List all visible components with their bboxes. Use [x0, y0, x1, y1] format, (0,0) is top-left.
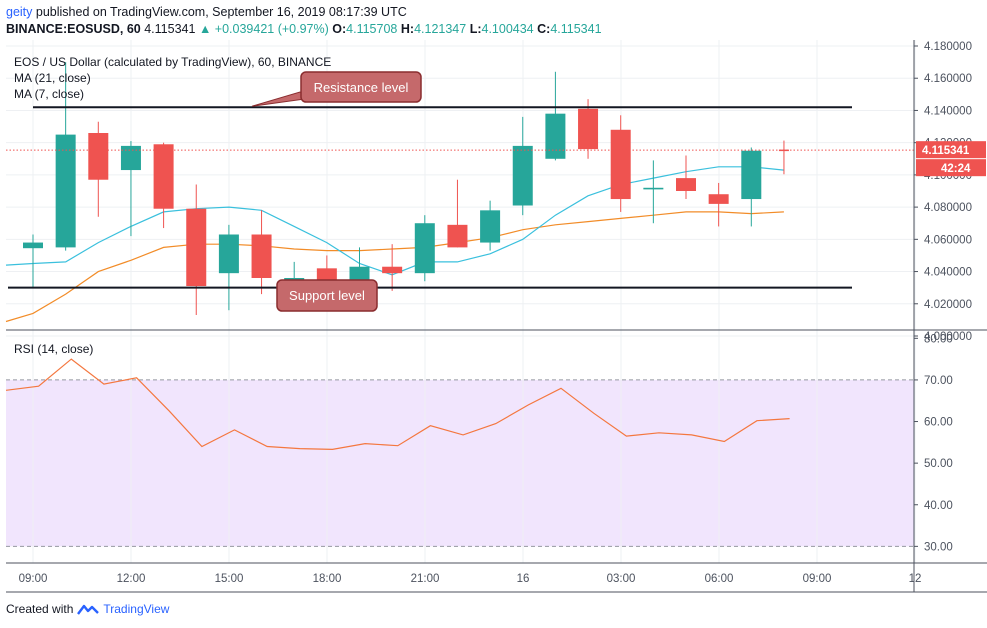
support-callout-box[interactable] [276, 279, 378, 312]
last-price-tag-text: 4.115341 [922, 145, 970, 157]
price-change: +0.039421 (+0.97%) [214, 22, 329, 36]
bullish-candle [480, 210, 501, 243]
rsi-tick-label: 40.00 [924, 500, 953, 512]
bullish-candle [414, 223, 435, 274]
ma21-line [5, 211, 784, 323]
price-tick-label: 4.020000 [924, 299, 972, 311]
up-arrow-icon: ▲ [198, 22, 212, 36]
bullish-candle [120, 145, 141, 171]
time-tick-label: 09:00 [19, 573, 48, 585]
time-tick-label: 06:00 [705, 573, 734, 585]
price-tick-label: 4.140000 [924, 105, 972, 117]
time-tick-label: 18:00 [313, 573, 342, 585]
support-callout-label: Support level [289, 288, 365, 303]
bearish-candle [708, 194, 729, 204]
close-label: C: [537, 22, 551, 36]
ma7-legend: MA (7, close) [14, 87, 84, 101]
bearish-candle [186, 208, 207, 287]
high-value: 4.121347 [414, 22, 467, 36]
rsi-tick-label: 50.00 [924, 458, 953, 470]
ma7-line [5, 166, 784, 276]
ma21-legend: MA (21, close) [14, 71, 91, 85]
rsi-tick-label: 80.00 [924, 333, 953, 345]
low-label: L: [469, 22, 482, 36]
last-price: 4.115341 [144, 22, 196, 36]
time-tick-label: 03:00 [607, 573, 636, 585]
bullish-candle [55, 134, 76, 248]
close-value: 4.115341 [550, 22, 602, 36]
countdown-tag [916, 159, 986, 177]
created-with-text: Created with [6, 602, 74, 616]
price-tick-label: 4.040000 [924, 267, 972, 279]
resistance-callout-label: Resistance level [314, 80, 409, 95]
time-tick-label: 12 [909, 573, 922, 585]
bearish-candle [88, 133, 109, 180]
rsi-line [5, 358, 790, 451]
main-legend-title: EOS / US Dollar (calculated by TradingVi… [14, 55, 331, 69]
last-price-tag [916, 141, 986, 159]
time-tick-label: 21:00 [411, 573, 440, 585]
price-tick-label: 4.160000 [924, 73, 972, 85]
footer: Created with TradingView [6, 602, 169, 616]
rsi-tick-label: 30.00 [924, 541, 953, 553]
author-link[interactable]: geity [6, 5, 33, 19]
open-label: O: [332, 22, 347, 36]
time-tick-label: 15:00 [215, 573, 244, 585]
high-label: H: [400, 22, 415, 36]
publish-info: published on TradingView.com, September … [35, 5, 407, 19]
rsi-band [6, 379, 914, 547]
publish-line: geity published on TradingView.com, Sept… [6, 4, 602, 21]
countdown-tag-text: 42:24 [941, 163, 971, 175]
bearish-candle [153, 144, 174, 209]
open-value: 4.115708 [346, 22, 398, 36]
low-value: 4.100434 [481, 22, 534, 36]
symbol-line: BINANCE:EOSUSD, 60 4.115341 ▲ +0.039421 … [6, 21, 602, 38]
time-tick-label: 16 [517, 573, 530, 585]
time-tick-label: 09:00 [803, 573, 832, 585]
bearish-candle [251, 234, 272, 278]
symbol-name: BINANCE:EOSUSD, 60 [6, 22, 141, 36]
chart-header: geity published on TradingView.com, Sept… [6, 4, 602, 38]
bearish-candle [447, 224, 468, 248]
price-tick-label: 4.080000 [924, 202, 972, 214]
bullish-candle [284, 278, 305, 280]
rsi-tick-label: 60.00 [924, 417, 953, 429]
price-tick-label: 4.060000 [924, 234, 972, 246]
bearish-candle [578, 108, 599, 150]
resistance-callout-box[interactable] [300, 71, 422, 103]
bearish-candle [676, 178, 696, 191]
bearish-candle [610, 129, 631, 200]
rsi-legend: RSI (14, close) [14, 342, 93, 356]
price-tick-label: 4.180000 [924, 41, 972, 53]
bullish-candle [512, 145, 533, 206]
price-tick-label: 4.000000 [924, 331, 972, 343]
rsi-tick-label: 70.00 [924, 375, 953, 387]
bullish-candle [218, 234, 239, 274]
tradingview-brand[interactable]: TradingView [103, 602, 170, 616]
bullish-candle [643, 187, 664, 190]
tradingview-logo-icon [77, 604, 100, 615]
time-tick-label: 12:00 [117, 573, 146, 585]
bullish-candle [741, 150, 762, 200]
bullish-candle [23, 242, 43, 249]
bearish-candle [382, 266, 403, 274]
bullish-candle [545, 113, 566, 159]
